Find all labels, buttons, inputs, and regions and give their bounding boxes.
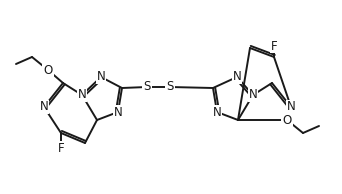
Text: N: N xyxy=(40,100,48,113)
Text: S: S xyxy=(143,81,151,94)
Text: N: N xyxy=(213,106,221,119)
Text: F: F xyxy=(58,141,64,154)
Text: S: S xyxy=(166,81,174,94)
Text: N: N xyxy=(233,70,241,83)
Text: N: N xyxy=(249,88,258,101)
Text: F: F xyxy=(271,40,277,53)
Text: N: N xyxy=(287,100,295,113)
Text: O: O xyxy=(43,63,53,76)
Text: N: N xyxy=(114,106,122,119)
Text: N: N xyxy=(97,70,105,83)
Text: N: N xyxy=(78,88,87,101)
Text: O: O xyxy=(282,113,292,126)
